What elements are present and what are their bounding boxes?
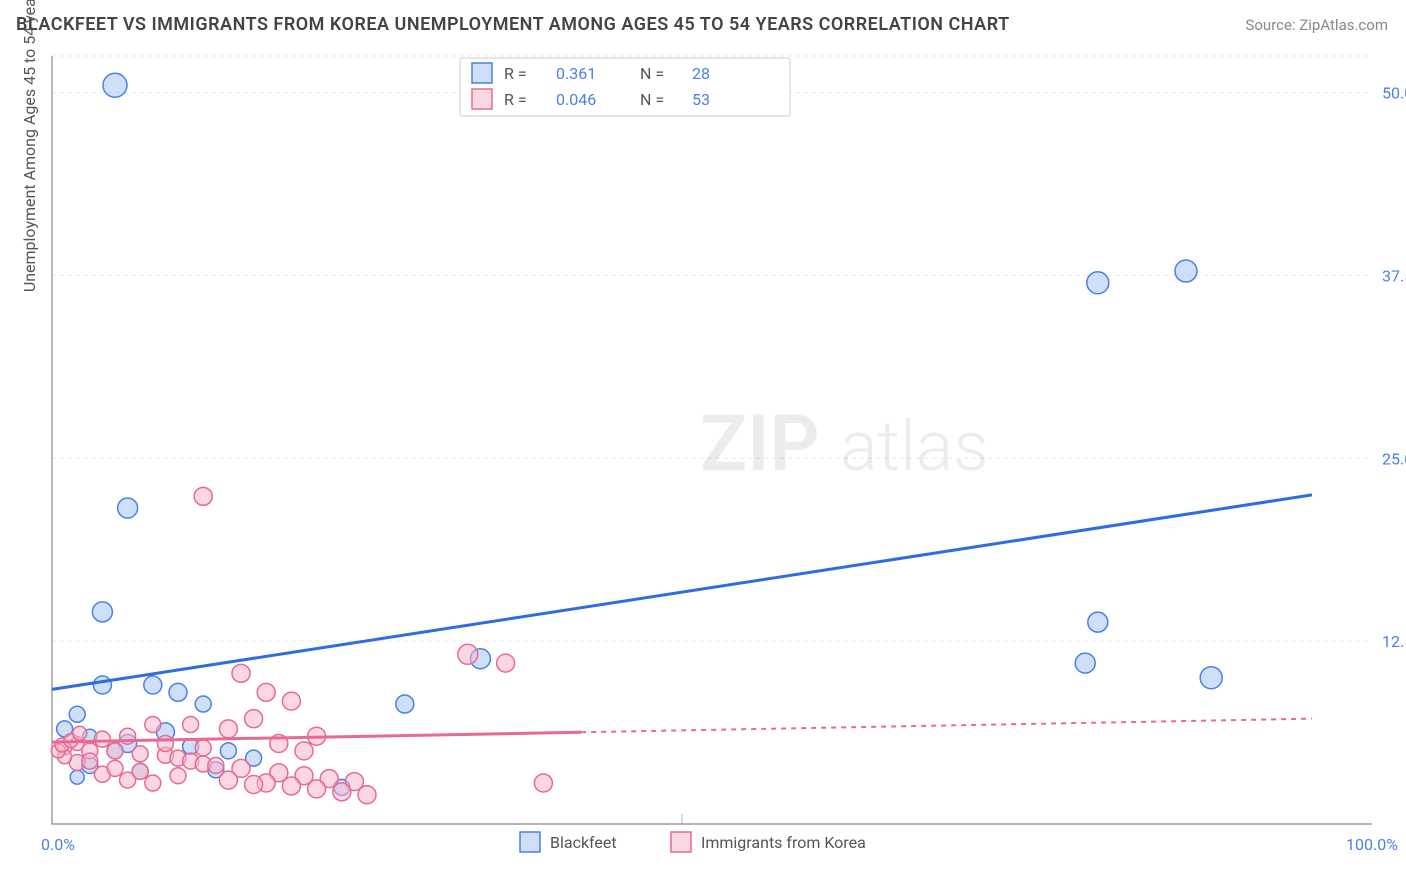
scatter-point: [208, 757, 224, 773]
legend-swatch: [472, 63, 492, 83]
legend-r-label: R =: [504, 90, 527, 109]
legend-swatch: [671, 832, 691, 852]
x-tick-label: 100.0%: [1346, 835, 1398, 854]
scatter-point: [333, 783, 351, 801]
scatter-point: [132, 763, 148, 779]
legend-swatch: [472, 89, 492, 109]
legend-series-label: Blackfeet: [550, 833, 617, 852]
scatter-point: [308, 780, 326, 798]
scatter-point: [219, 720, 237, 738]
svg-text:atlas: atlas: [840, 406, 989, 488]
y-tick-label: 25.0%: [1382, 449, 1406, 468]
scatter-point: [69, 706, 85, 722]
scatter-point: [245, 776, 263, 794]
legend-r-label: R =: [504, 64, 527, 83]
scatter-point: [183, 717, 199, 733]
trend-line-extrap: [581, 719, 1312, 733]
scatter-point: [1075, 653, 1095, 673]
scatter-point: [220, 743, 236, 759]
scatter-point: [282, 777, 300, 795]
legend-swatch: [520, 832, 540, 852]
scatter-point: [396, 695, 414, 713]
scatter-point: [497, 654, 515, 672]
scatter-point: [1087, 272, 1109, 294]
scatter-point: [145, 717, 161, 733]
scatter-point: [195, 740, 211, 756]
scatter-point: [194, 487, 212, 505]
y-tick-label: 37.5%: [1382, 266, 1406, 285]
scatter-point: [145, 775, 161, 791]
scatter-point: [257, 683, 275, 701]
scatter-point: [245, 710, 263, 728]
trend-line: [52, 495, 1312, 690]
scatter-point: [232, 664, 250, 682]
scatter-point: [1088, 612, 1108, 632]
scatter-point: [73, 726, 87, 740]
scatter-point: [358, 786, 376, 804]
scatter-point: [118, 498, 138, 518]
scatter-point: [70, 770, 84, 784]
scatter-point: [195, 696, 211, 712]
legend-n-label: N =: [640, 90, 664, 109]
scatter-point: [107, 760, 123, 776]
scatter-point: [132, 746, 148, 762]
scatter-point: [1200, 667, 1222, 689]
scatter-point: [103, 73, 127, 97]
legend-n-value: 53: [692, 90, 710, 109]
scatter-point: [92, 602, 112, 622]
scatter-point: [94, 731, 110, 747]
legend-r-value: 0.361: [556, 64, 596, 83]
scatter-point: [1175, 260, 1197, 282]
scatter-point: [295, 742, 313, 760]
scatter-point: [458, 644, 478, 664]
x-tick-label: 0.0%: [41, 835, 75, 854]
legend-n-label: N =: [640, 64, 664, 83]
y-tick-label: 12.5%: [1382, 632, 1406, 651]
scatter-point: [534, 774, 552, 792]
scatter-point: [170, 768, 186, 784]
scatter-point: [157, 736, 173, 752]
legend-series-label: Immigrants from Korea: [701, 833, 866, 852]
y-tick-label: 50.0%: [1382, 84, 1406, 103]
scatter-point: [93, 676, 111, 694]
svg-text:ZIP: ZIP: [700, 399, 820, 490]
scatter-point: [219, 771, 237, 789]
scatter-point: [144, 676, 162, 694]
legend-r-value: 0.046: [556, 90, 596, 109]
legend-n-value: 28: [692, 64, 710, 83]
scatter-point: [282, 692, 300, 710]
scatter-point: [107, 743, 123, 759]
scatter-point: [82, 753, 98, 769]
scatter-point: [169, 683, 187, 701]
